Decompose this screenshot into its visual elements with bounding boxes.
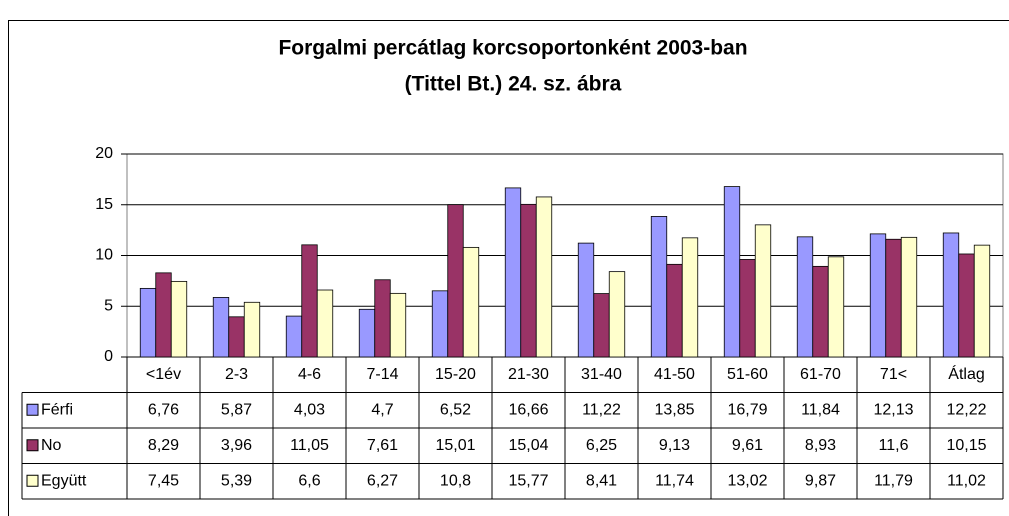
bar: [650, 216, 668, 358]
bar: [170, 280, 188, 358]
data-label: 16,66: [508, 401, 548, 418]
bar: [462, 246, 480, 358]
bar: [739, 259, 756, 358]
data-label: 4,7: [371, 401, 393, 418]
data-label: 3,96: [221, 437, 252, 454]
x-tick-label: 41-50: [654, 366, 695, 383]
legend-label: No: [41, 437, 62, 454]
bar: [316, 289, 334, 358]
data-label: 8,29: [148, 437, 179, 454]
bar: [301, 244, 318, 358]
data-label: 10,15: [946, 437, 986, 454]
bar: [869, 233, 887, 358]
bar: [285, 315, 303, 358]
bar: [958, 253, 975, 358]
data-label: 12,13: [873, 401, 913, 418]
x-tick-label: 51-60: [727, 366, 768, 383]
bar: [796, 236, 814, 358]
legend-key: [26, 403, 39, 416]
data-label: 11,74: [655, 472, 694, 489]
data-label: 11,05: [290, 437, 329, 454]
chart-title: Forgalmi percátlag korcsoportonként 2003…: [278, 37, 747, 60]
y-tick-label: 20: [95, 145, 113, 162]
bar: [577, 242, 595, 358]
data-label: 15,01: [435, 437, 475, 454]
bar: [520, 203, 537, 358]
data-label: 11,84: [801, 401, 840, 418]
data-label: 5,39: [221, 472, 252, 489]
data-label: 16,79: [727, 401, 767, 418]
data-label: 9,61: [732, 437, 763, 454]
x-tick-label: 61-70: [800, 366, 841, 383]
bar: [593, 293, 610, 358]
data-label: 6,6: [298, 472, 320, 489]
data-label: 7,61: [367, 437, 398, 454]
bar: [754, 224, 772, 358]
y-tick-label: 10: [95, 247, 113, 264]
bar: [243, 301, 261, 358]
x-tick-label: 4-6: [298, 366, 321, 383]
data-label: 9,13: [659, 437, 690, 454]
bar: [900, 236, 918, 358]
bar: [827, 256, 845, 358]
y-tick-label: 15: [95, 196, 113, 213]
data-label: 12,22: [946, 401, 986, 418]
data-label: 13,85: [654, 401, 694, 418]
data-label: 11,79: [874, 472, 913, 489]
legend-label: Férfi: [41, 401, 73, 418]
bar: [155, 272, 172, 358]
bar: [608, 271, 626, 358]
data-label: 7,45: [148, 472, 179, 489]
data-label: 8,41: [586, 472, 617, 489]
data-label: 11,22: [582, 401, 621, 418]
bar: [942, 232, 960, 358]
x-tick-label: 21-30: [508, 366, 549, 383]
data-label: 9,87: [805, 472, 836, 489]
bar: [812, 265, 829, 358]
x-tick-label: 2-3: [225, 366, 248, 383]
y-tick-label: 0: [104, 348, 113, 365]
data-label: 11,02: [947, 472, 986, 489]
bar: [723, 186, 741, 358]
data-label: 6,52: [440, 401, 471, 418]
bar: [389, 292, 407, 358]
legend-label: Együtt: [41, 472, 87, 489]
bar: [535, 196, 553, 358]
data-label: 10,8: [440, 472, 471, 489]
x-tick-label: <1év: [146, 366, 181, 383]
data-label: 4,03: [294, 401, 325, 418]
x-tick-label: Átlag: [948, 364, 984, 383]
data-label: 6,25: [586, 437, 617, 454]
data-label: 11,6: [879, 437, 909, 454]
bar: [374, 279, 391, 358]
data-label: 13,02: [727, 472, 767, 489]
bar: [447, 204, 464, 358]
data-label: 15,77: [508, 472, 548, 489]
bar: [973, 244, 991, 358]
bar: [139, 287, 157, 358]
x-tick-label: 7-14: [366, 366, 398, 383]
bar: [228, 316, 245, 358]
bar: [681, 237, 699, 358]
bar: [358, 308, 376, 358]
data-label: 6,27: [367, 472, 398, 489]
x-tick-label: 71<: [880, 366, 907, 383]
bar: [666, 263, 683, 358]
bar: [431, 290, 449, 358]
x-tick-label: 31-40: [581, 366, 622, 383]
data-label: 8,93: [805, 437, 836, 454]
legend-key: [26, 474, 39, 487]
data-label: 6,76: [148, 401, 179, 418]
bar: [504, 187, 522, 358]
x-tick-label: 15-20: [435, 366, 476, 383]
legend-key: [26, 439, 39, 452]
chart-title: (Tittel Bt.) 24. sz. ábra: [405, 73, 622, 96]
bar: [885, 238, 902, 358]
data-label: 15,04: [508, 437, 548, 454]
data-label: 5,87: [221, 401, 252, 418]
y-tick-label: 5: [104, 297, 113, 314]
bar: [212, 297, 230, 358]
